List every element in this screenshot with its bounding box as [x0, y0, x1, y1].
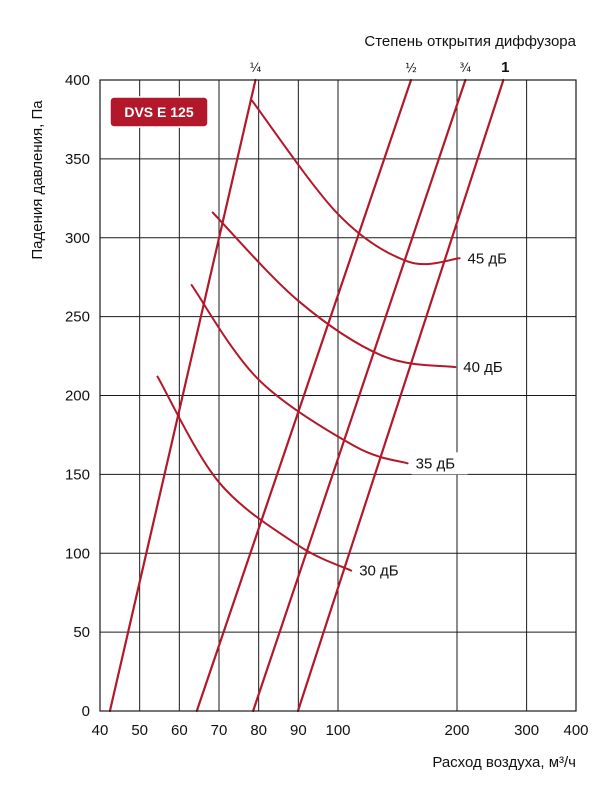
plot-frame [99, 79, 577, 712]
noise-label-35-дб: 35 дБ [416, 455, 456, 472]
x-tick-400: 400 [563, 722, 588, 739]
x-axis-title: Расход воздуха, м³/ч [432, 754, 576, 771]
badge-background [109, 96, 209, 128]
x-tick-90: 90 [290, 722, 307, 739]
noise-curves: 45 дБ 40 дБ 35 дБ 30 дБ [156, 99, 520, 582]
y-tick-150: 150 [65, 466, 90, 483]
y-tick-350: 350 [65, 151, 90, 168]
y-tick-200: 200 [65, 388, 90, 405]
opening-label-half: ½ [405, 61, 417, 75]
noise-label-40-дб: 40 дБ [463, 359, 503, 376]
tick-labels: 40 50 60 70 80 90 100 200 300 400 0 50 100 150 200 250 3… [65, 72, 589, 739]
noise-label-background [355, 559, 412, 582]
noise-curve-40-дб [211, 211, 457, 369]
noise-label-45-дб: 45 дБ [468, 250, 508, 267]
opening-line-half [195, 78, 413, 713]
x-tick-100: 100 [325, 722, 350, 739]
noise-label-background [459, 356, 516, 379]
opening-label-three-quarter: ¾ [460, 61, 472, 75]
noise-label-background [463, 247, 520, 270]
noise-label-30-дб: 30 дБ [359, 563, 399, 580]
noise-curve-35-дб [190, 284, 409, 465]
top-title: Степень открытия диффузора [364, 33, 576, 50]
badge-label: DVS E 125 [124, 104, 193, 120]
noise-curve-45-дб [250, 99, 461, 266]
y-tick-400: 400 [65, 72, 90, 89]
opening-line-three-quarter [252, 78, 467, 713]
x-tick-80: 80 [250, 722, 267, 739]
y-tick-300: 300 [65, 230, 90, 247]
model-badge: DVS E 125 [109, 96, 209, 128]
x-tick-50: 50 [131, 722, 148, 739]
x-tick-60: 60 [171, 722, 188, 739]
y-axis-title: Падения давления, Па [29, 100, 46, 260]
y-tick-50: 50 [73, 624, 90, 641]
x-tick-300: 300 [514, 722, 539, 739]
opening-lines: ¼ ½ ¾ 1 [108, 59, 510, 713]
plot-border [99, 79, 577, 712]
y-tick-100: 100 [65, 545, 90, 562]
opening-line-quarter [108, 78, 257, 713]
opening-label-quarter: ¼ [250, 61, 262, 75]
y-tick-0: 0 [82, 703, 90, 720]
x-tick-200: 200 [444, 722, 469, 739]
x-tick-40: 40 [92, 722, 109, 739]
top-title-group: Степень открытия диффузора [364, 33, 576, 50]
noise-label-background [411, 452, 468, 475]
y-tick-250: 250 [65, 309, 90, 326]
x-tick-70: 70 [211, 722, 228, 739]
opening-label-1: 1 [501, 59, 509, 76]
noise-curve-30-дб [156, 375, 353, 572]
opening-line-1 [296, 78, 505, 713]
